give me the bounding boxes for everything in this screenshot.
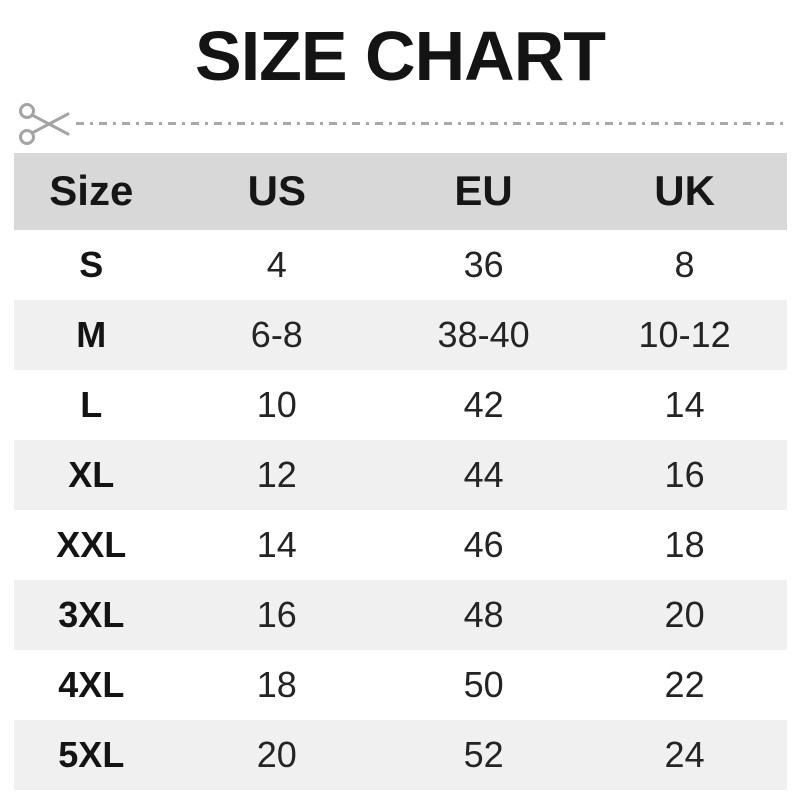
header-eu: EU bbox=[385, 152, 583, 230]
table-row: 4XL 18 50 22 bbox=[14, 650, 787, 720]
us-cell: 14 bbox=[256, 523, 297, 565]
eu-cell: 46 bbox=[463, 523, 504, 565]
uk-cell: 22 bbox=[664, 663, 705, 705]
table-row: M 6-8 38-40 10-12 bbox=[14, 299, 787, 370]
size-cell: XXL bbox=[56, 523, 127, 565]
uk-cell: 24 bbox=[664, 733, 705, 775]
uk-cell: 10-12 bbox=[638, 313, 731, 355]
page-title: SIZE CHART bbox=[195, 17, 606, 95]
us-cell: 6-8 bbox=[250, 313, 303, 355]
scissors-icon bbox=[18, 101, 72, 147]
uk-cell: 20 bbox=[664, 593, 705, 635]
eu-cell: 52 bbox=[463, 733, 504, 775]
us-cell: 10 bbox=[256, 383, 297, 425]
us-cell: 12 bbox=[256, 453, 297, 495]
size-cell: 4XL bbox=[58, 663, 125, 705]
header-uk: UK bbox=[582, 152, 787, 230]
size-cell: L bbox=[80, 383, 103, 425]
uk-cell: 16 bbox=[664, 453, 705, 495]
size-cell: XL bbox=[68, 453, 115, 495]
cut-here-line bbox=[18, 100, 788, 148]
uk-cell: 18 bbox=[664, 523, 705, 565]
size-cell: M bbox=[76, 313, 107, 355]
table-row: XL 12 44 16 bbox=[14, 439, 787, 510]
uk-cell: 14 bbox=[664, 383, 705, 425]
eu-cell: 36 bbox=[463, 243, 504, 285]
us-cell: 4 bbox=[266, 243, 287, 285]
table-header-row: Size US EU UK bbox=[14, 152, 787, 230]
size-cell: S bbox=[79, 243, 104, 285]
dashed-cut-line bbox=[76, 122, 788, 125]
eu-cell: 42 bbox=[463, 383, 504, 425]
us-cell: 16 bbox=[256, 593, 297, 635]
size-chart-table: Size US EU UK S 4 36 8 M 6-8 38-40 10-12… bbox=[14, 152, 787, 790]
eu-cell: 44 bbox=[463, 453, 504, 495]
table-row: S 4 36 8 bbox=[14, 230, 787, 300]
size-cell: 5XL bbox=[58, 733, 125, 775]
uk-cell: 8 bbox=[674, 243, 695, 285]
table-row: XXL 14 46 18 bbox=[14, 510, 787, 580]
header-size: Size bbox=[14, 152, 169, 230]
eu-cell: 50 bbox=[463, 663, 504, 705]
header-us: US bbox=[168, 152, 386, 230]
table-row: 3XL 16 48 20 bbox=[14, 579, 787, 650]
table-row: L 10 42 14 bbox=[14, 370, 787, 440]
us-cell: 18 bbox=[256, 663, 297, 705]
eu-cell: 48 bbox=[463, 593, 504, 635]
us-cell: 20 bbox=[256, 733, 297, 775]
size-cell: 3XL bbox=[58, 593, 125, 635]
eu-cell: 38-40 bbox=[437, 313, 530, 355]
table-row: 5XL 20 52 24 bbox=[14, 719, 787, 790]
